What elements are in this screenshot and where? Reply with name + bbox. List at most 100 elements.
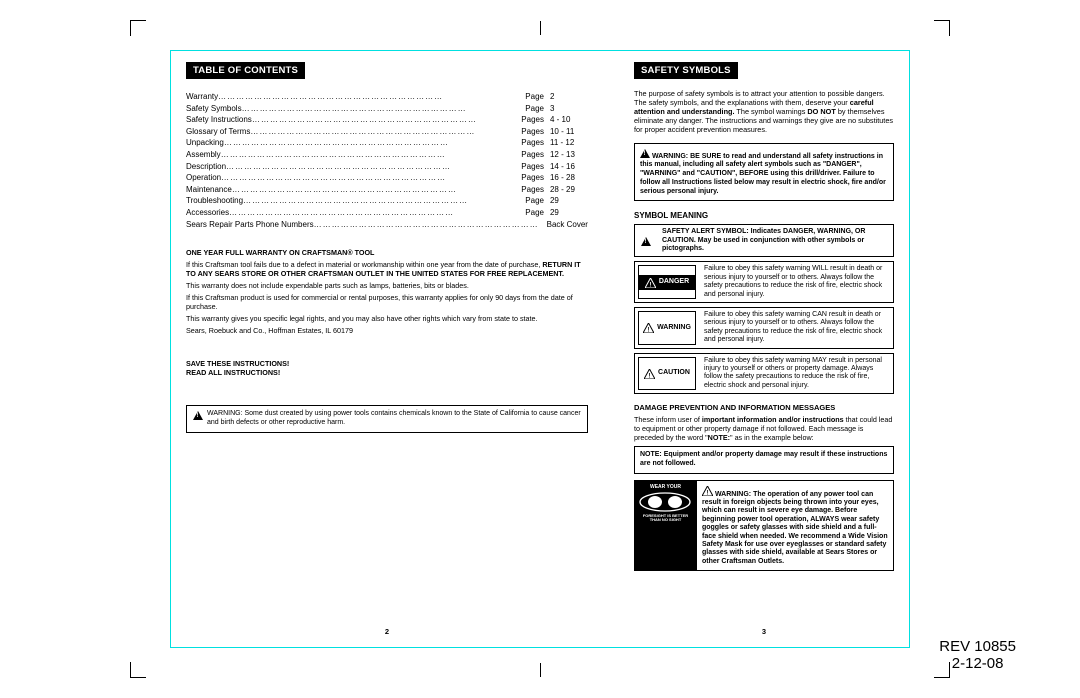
toc-page-word: Page [523, 103, 550, 115]
dust-warning-box: WARNING: Some dust created by using powe… [186, 405, 588, 433]
svg-text:!: ! [649, 373, 651, 379]
toc-dots [314, 219, 539, 231]
toc-row: Safety InstructionsPages4 - 10 [186, 114, 588, 126]
toc-label: Unpacking [186, 137, 224, 149]
toc-page-word: Pages [519, 149, 550, 161]
toc-label: Safety Instructions [186, 114, 252, 126]
caution-text: Failure to obey this safety warning MAY … [699, 354, 893, 394]
dmg-e: " as in the example below: [730, 433, 814, 442]
warning-row: ! WARNING Failure to obey this safety war… [634, 307, 894, 349]
rev-line1: REV 10855 [939, 638, 1016, 655]
dmg-b: important information and/or instruction… [702, 415, 844, 424]
dmg-d: NOTE: [708, 433, 730, 442]
toc-dots [243, 195, 523, 207]
toc-dots [221, 172, 519, 184]
toc-page-num: 2 [550, 91, 588, 103]
toc-row: Accessories Page29 [186, 207, 588, 219]
damage-paragraph: These inform user of important informati… [634, 415, 894, 442]
toc-page-num: 29 [550, 195, 588, 207]
page-right: SAFETY SYMBOLS The purpose of safety sym… [634, 62, 894, 636]
toc-page-word: Pages [519, 114, 550, 126]
safety-intro: The purpose of safety symbols is to attr… [634, 89, 894, 135]
warranty-p2: This warranty does not include expendabl… [186, 281, 588, 290]
main-warning-box: WARNING: BE SURE to read and understand … [634, 143, 894, 202]
toc-row: Description Pages14 - 16 [186, 161, 588, 173]
warning-badge: WARNING [657, 324, 691, 332]
page-left: TABLE OF CONTENTS WarrantyPage2Safety Sy… [186, 62, 588, 636]
toc-dots [221, 149, 520, 161]
toc-row: Assembly Pages12 - 13 [186, 149, 588, 161]
toc-label: Accessories [186, 207, 229, 219]
toc-dots [224, 137, 519, 149]
toc-row: Sears Repair Parts Phone Numbers Back Cov… [186, 219, 588, 231]
toc-label: Assembly [186, 149, 221, 161]
damage-heading: DAMAGE PREVENTION AND INFORMATION MESSAG… [634, 403, 894, 412]
toc-page-word: Pages [519, 184, 550, 196]
toc-label: Operation [186, 172, 221, 184]
toc-page-num: 11 - 12 [550, 137, 588, 149]
dust-warning-label: WARNING: [207, 410, 243, 417]
warranty-p3: If this Craftsman product is used for co… [186, 293, 588, 311]
toc-page-word: Pages [519, 126, 550, 138]
safety-alert-label: SAFETY ALERT SYMBOL: [662, 228, 749, 235]
save-line2: READ ALL INSTRUCTIONS! [186, 368, 588, 377]
save-line1: SAVE THESE INSTRUCTIONS! [186, 359, 588, 368]
intro-a: The purpose of safety symbols is to attr… [634, 89, 885, 107]
toc-dots [232, 184, 519, 196]
intro-d: DO NOT [807, 107, 835, 116]
page-number-left: 2 [186, 627, 588, 636]
page-spread: TABLE OF CONTENTS WarrantyPage2Safety Sy… [186, 62, 894, 636]
toc-row: TroubleshootingPage29 [186, 195, 588, 207]
toc-label: Sears Repair Parts Phone Numbers [186, 219, 314, 231]
toc-page-word: Page [523, 195, 550, 207]
warning-text: Failure to obey this safety warning CAN … [699, 308, 893, 348]
intro-c: The symbol warnings [735, 107, 808, 116]
warranty-p1: If this Craftsman tool fails due to a de… [186, 260, 588, 278]
toc-label: Description [186, 161, 226, 173]
goggles-top: WEAR YOUR [650, 484, 681, 490]
toc-page-num: 29 [550, 207, 588, 219]
crop-center-top [540, 21, 541, 35]
toc-heading: TABLE OF CONTENTS [186, 62, 305, 79]
toc-label: Maintenance [186, 184, 232, 196]
dmg-a: These inform user of [634, 415, 702, 424]
warranty-p5: Sears, Roebuck and Co., Hoffman Estates,… [186, 326, 588, 335]
alert-triangle-icon: ! [644, 369, 655, 379]
note-text: Equipment and/or property damage may res… [640, 451, 887, 467]
toc-page-num: 14 - 16 [550, 161, 588, 173]
toc-page-word: Page [523, 207, 550, 219]
toc-page-word: Pages [519, 137, 550, 149]
note-label: NOTE: [640, 451, 662, 458]
toc-page-num: Back Cover [547, 219, 588, 231]
svg-text:!: ! [648, 328, 650, 334]
note-box: NOTE: Equipment and/or property damage m… [634, 446, 894, 474]
goggles-warning-label: WARNING: [715, 491, 751, 498]
caution-badge: CAUTION [658, 369, 690, 377]
toc-label: Glossary of Terms [186, 126, 250, 138]
toc-dots [218, 91, 523, 103]
alert-triangle-icon: ! [645, 278, 656, 288]
safety-heading: SAFETY SYMBOLS [634, 62, 738, 79]
toc-page-word: Pages [519, 161, 550, 173]
toc-dots [229, 207, 523, 219]
toc-label: Warranty [186, 91, 218, 103]
warranty-p1a: If this Craftsman tool fails due to a de… [186, 260, 542, 269]
alert-triangle-icon: ! [643, 323, 654, 333]
warranty-p4: This warranty gives you specific legal r… [186, 314, 588, 323]
crop-mark-tr [934, 20, 950, 36]
goggles-row: WEAR YOUR FORESIGHT IS BETTER THAN NO SI… [634, 480, 894, 572]
page-number-right: 3 [634, 627, 894, 636]
symbol-meaning-heading: SYMBOL MEANING [634, 211, 894, 220]
toc-page-word: Page [523, 91, 550, 103]
toc-page-num: 3 [550, 103, 588, 115]
toc-dots [252, 114, 519, 126]
crop-center-bottom [540, 663, 541, 677]
alert-triangle-icon [641, 237, 651, 246]
dust-warning-text: Some dust created by using power tools c… [207, 410, 581, 426]
goggles-warning-text: The operation of any power tool can resu… [702, 491, 888, 565]
toc-dots [226, 161, 519, 173]
toc-row: MaintenancePages28 - 29 [186, 184, 588, 196]
toc-row: OperationPages16 - 28 [186, 172, 588, 184]
toc-page-num: 12 - 13 [550, 149, 588, 161]
danger-badge: DANGER [659, 278, 689, 286]
